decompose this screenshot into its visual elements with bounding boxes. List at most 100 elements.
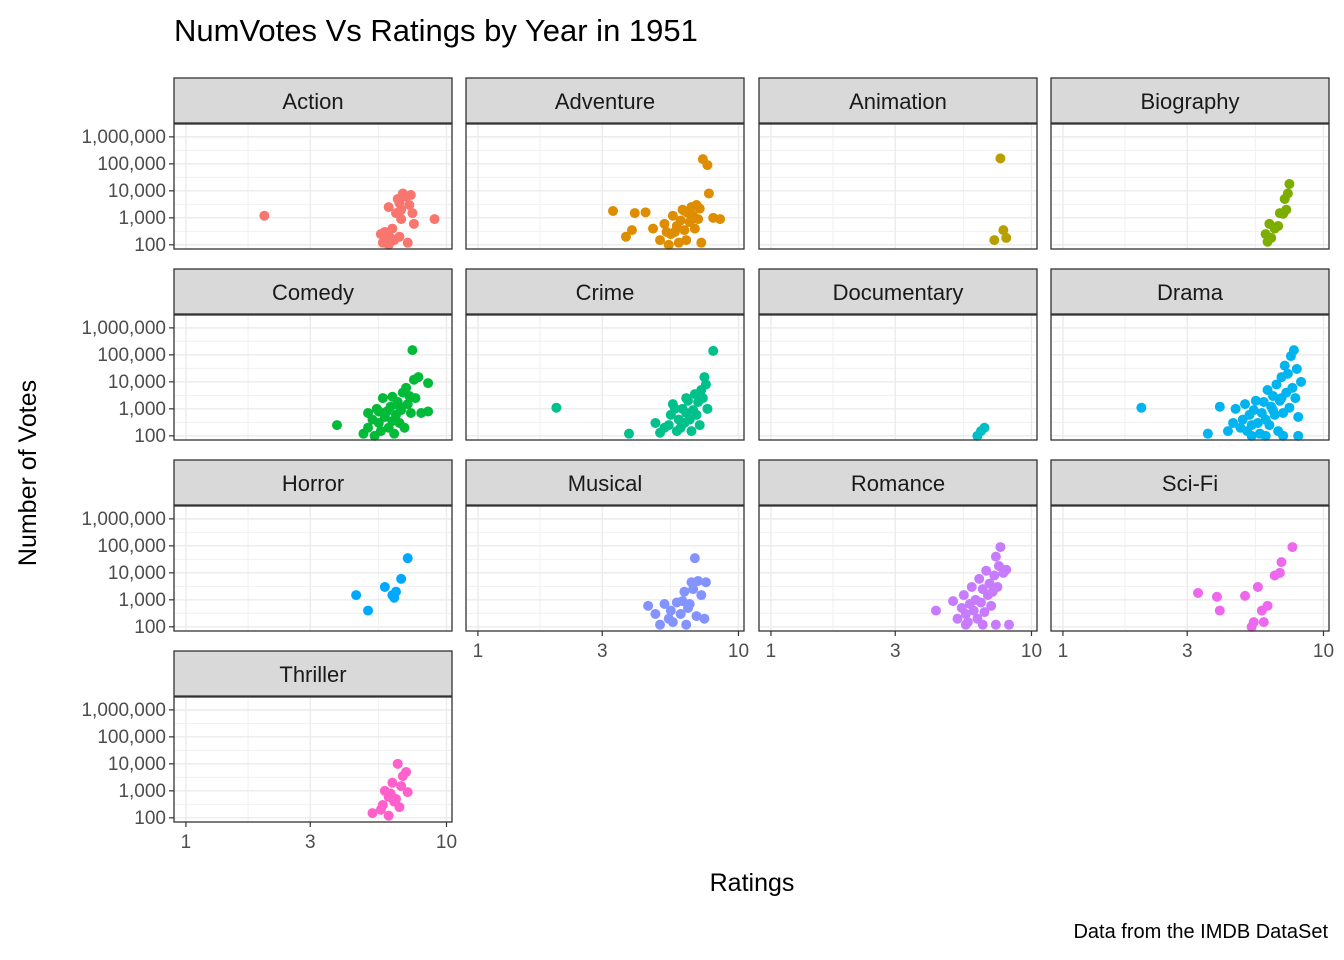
data-point-action <box>387 223 398 234</box>
y-tick-label: 10,000 <box>108 563 166 584</box>
panel-border-musical <box>465 505 745 632</box>
data-point-comedy <box>407 345 418 356</box>
facet-strip-thriller <box>173 650 453 697</box>
data-point-crime <box>702 403 713 414</box>
data-point-adventure <box>659 218 670 229</box>
facet-strip-documentary <box>758 268 1038 315</box>
data-point-thriller <box>383 791 394 802</box>
data-point-comedy <box>423 406 434 417</box>
data-point-adventure <box>663 239 674 250</box>
data-point-documentary <box>979 422 990 433</box>
data-point-crime <box>551 402 562 413</box>
x-tick-label: 10 <box>1021 641 1042 662</box>
panel-border-horror <box>173 505 453 632</box>
data-point-drama <box>1222 426 1233 437</box>
facet-panels: Action 100 1,000 10,000 100,000 1,000,000 Adve… <box>81 77 1334 853</box>
data-point-drama <box>1214 401 1225 412</box>
y-tick-label: 100,000 <box>97 536 166 557</box>
plot-area-biography <box>1051 124 1329 249</box>
facet-label-action: Action <box>282 89 343 114</box>
panel-border-documentary <box>758 314 1038 441</box>
data-point-action <box>405 190 416 201</box>
data-point-sci-fi <box>1240 590 1251 601</box>
data-point-comedy <box>331 420 342 431</box>
data-point-comedy <box>410 393 421 404</box>
data-point-biography <box>1281 204 1292 215</box>
data-point-sci-fi <box>1252 581 1263 592</box>
data-point-drama <box>1290 393 1301 404</box>
data-point-comedy <box>385 401 396 412</box>
data-point-adventure <box>655 235 666 246</box>
data-point-biography <box>1264 218 1275 229</box>
facet-drama: Drama <box>1050 268 1330 441</box>
x-tick-label: 3 <box>597 641 608 662</box>
data-point-romance <box>930 605 941 616</box>
data-point-drama <box>1258 396 1269 407</box>
panel-border-animation <box>758 123 1038 250</box>
data-point-romance <box>990 551 1001 562</box>
data-point-action <box>396 214 407 225</box>
data-point-adventure <box>640 207 651 218</box>
data-point-musical <box>659 599 670 610</box>
data-point-action <box>259 210 270 221</box>
data-point-action <box>404 199 415 210</box>
data-point-romance <box>968 605 979 616</box>
facet-strip-drama <box>1050 268 1330 315</box>
x-tick-label: 10 <box>728 641 749 662</box>
data-point-thriller <box>401 766 412 777</box>
x-tick-label: 1 <box>473 641 484 662</box>
data-point-drama <box>1246 430 1257 441</box>
y-tick-label: 10,000 <box>108 754 166 775</box>
facet-action: Action 100 1,000 10,000 100,000 1,000,000 <box>81 77 453 256</box>
data-point-adventure <box>626 225 637 236</box>
data-point-drama <box>1260 430 1271 441</box>
data-point-musical <box>667 617 678 628</box>
data-point-drama <box>1202 428 1213 439</box>
facet-label-crime: Crime <box>576 280 635 305</box>
panel-border-thriller <box>173 696 453 823</box>
data-point-drama <box>1250 395 1261 406</box>
data-point-romance <box>995 542 1006 553</box>
data-point-crime <box>623 428 634 439</box>
y-tick-label: 1,000,000 <box>81 700 166 721</box>
data-point-musical <box>689 553 700 564</box>
data-point-romance <box>989 570 1000 581</box>
data-point-thriller <box>377 799 388 810</box>
data-point-thriller <box>387 777 398 788</box>
data-point-action <box>394 231 405 242</box>
data-point-drama <box>1291 363 1302 374</box>
x-tick-label: 1 <box>181 832 192 853</box>
data-point-romance <box>992 581 1003 592</box>
data-point-musical <box>679 586 690 597</box>
data-point-drama <box>1287 382 1298 393</box>
data-point-romance <box>960 619 971 630</box>
y-tick-label: 100,000 <box>97 345 166 366</box>
data-point-action <box>381 231 392 242</box>
data-point-drama <box>1284 402 1295 413</box>
data-point-comedy <box>363 422 374 433</box>
data-point-romance <box>960 608 971 619</box>
data-point-action <box>396 204 407 215</box>
x-axis-title: Ratings <box>710 869 795 897</box>
data-point-drama <box>1296 376 1307 387</box>
data-point-thriller <box>394 802 405 813</box>
x-tick-label: 3 <box>305 832 316 853</box>
data-point-romance <box>984 578 995 589</box>
x-tick-label: 10 <box>436 832 457 853</box>
x-tick-label: 3 <box>890 641 901 662</box>
y-tick-label: 100 <box>134 808 166 829</box>
data-point-horror <box>396 573 407 584</box>
data-point-adventure <box>681 235 692 246</box>
data-point-adventure <box>679 205 690 216</box>
data-point-musical <box>665 605 676 616</box>
data-point-drama <box>1136 402 1147 413</box>
data-point-adventure <box>667 210 678 221</box>
data-point-horror <box>379 581 390 592</box>
plot-area-animation <box>759 124 1037 249</box>
data-point-crime <box>694 420 705 431</box>
data-point-action <box>383 239 394 250</box>
data-point-musical <box>691 611 702 622</box>
facet-label-thriller: Thriller <box>279 662 346 687</box>
data-point-sci-fi <box>1248 617 1259 628</box>
